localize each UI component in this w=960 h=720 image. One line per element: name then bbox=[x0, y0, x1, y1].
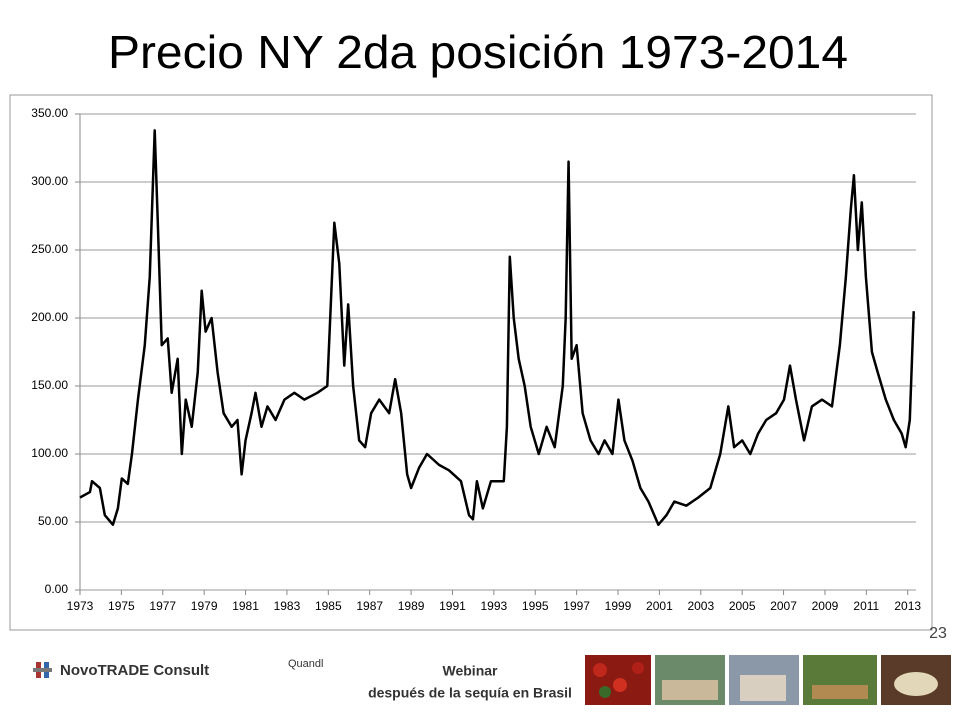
event-subtitle: después de la sequía en Brasil bbox=[368, 685, 572, 701]
y-tick-label: 100.00 bbox=[31, 446, 68, 460]
x-tick-label: 1983 bbox=[274, 599, 301, 613]
y-tick-label: 200.00 bbox=[31, 310, 68, 324]
x-tick-label: 1991 bbox=[439, 599, 466, 613]
plot: 0.00 50.00 100.00 150.00 200.00 250.00 300.00 3… bbox=[31, 106, 921, 613]
x-tick-label: 1977 bbox=[149, 599, 176, 613]
event: Webinar bbox=[443, 663, 499, 679]
x-tick-label: 1985 bbox=[315, 599, 342, 613]
x-tick-label: 1987 bbox=[356, 599, 383, 613]
x-tick-label: 2007 bbox=[770, 599, 797, 613]
slide-title: Precio NY 2da posición 1973-2014 bbox=[108, 26, 848, 78]
page-number: 23 bbox=[929, 625, 947, 642]
chart-frame bbox=[9, 94, 933, 631]
x-tick-label: 2011 bbox=[853, 599, 879, 613]
x-tick-label: 2005 bbox=[729, 599, 756, 613]
x-tick-label: 2013 bbox=[894, 599, 921, 613]
x-tick-label: 1981 bbox=[232, 599, 259, 613]
x-tick-label: 1995 bbox=[522, 599, 549, 613]
y-tick-label: 350.00 bbox=[31, 106, 68, 120]
y-tick-label: 0.00 bbox=[45, 582, 69, 596]
source: Quandl bbox=[288, 658, 323, 670]
x-tick-label: 2003 bbox=[687, 599, 714, 613]
y-tick-label: 150.00 bbox=[31, 378, 68, 392]
x-tick-label: 1973 bbox=[67, 599, 94, 613]
y-tick-label: 250.00 bbox=[31, 242, 68, 256]
x-tick-label: 1989 bbox=[398, 599, 425, 613]
price-line bbox=[79, 129, 915, 526]
logo-text: NovoTRADE Consult bbox=[60, 662, 209, 679]
x-tick-label: 1999 bbox=[605, 599, 632, 613]
x-tick-label: 1993 bbox=[481, 599, 508, 613]
x-tick-label: 1979 bbox=[191, 599, 218, 613]
y-tick-label: 50.00 bbox=[38, 514, 68, 528]
x-tick-label: 2009 bbox=[812, 599, 839, 613]
logo-icon bbox=[33, 662, 52, 678]
x-tick-label: 2001 bbox=[646, 599, 673, 613]
x-tick-label: 1997 bbox=[563, 599, 590, 613]
y-tick-label: 300.00 bbox=[31, 174, 68, 188]
x-tick-label: 1975 bbox=[108, 599, 135, 613]
photo-strip bbox=[585, 655, 951, 705]
